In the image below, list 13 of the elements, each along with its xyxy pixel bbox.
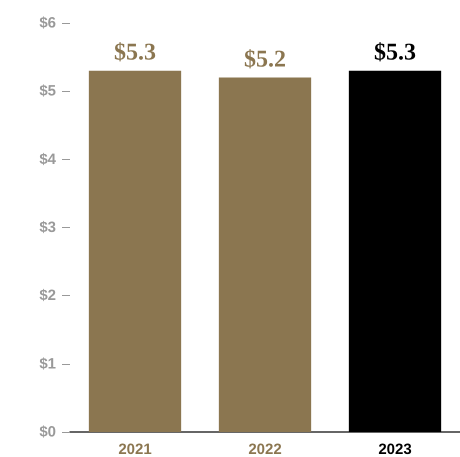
y-tick-label: $0	[39, 424, 56, 440]
data-label: $5.2	[244, 46, 286, 73]
data-label: $5.3	[114, 40, 156, 66]
y-tick-label: $6	[39, 14, 56, 32]
data-label: $5.3	[374, 40, 416, 66]
x-tick-label: 2022	[248, 441, 282, 457]
y-tick-label: $5	[39, 82, 56, 100]
y-tick-label: $3	[39, 219, 56, 236]
y-tick-label: $4	[39, 150, 57, 168]
x-tick-label: 2021	[118, 441, 152, 457]
y-tick-label: $1	[39, 355, 56, 372]
y-tick-label: $2	[39, 287, 56, 304]
x-tick-label: 2023	[378, 441, 412, 457]
